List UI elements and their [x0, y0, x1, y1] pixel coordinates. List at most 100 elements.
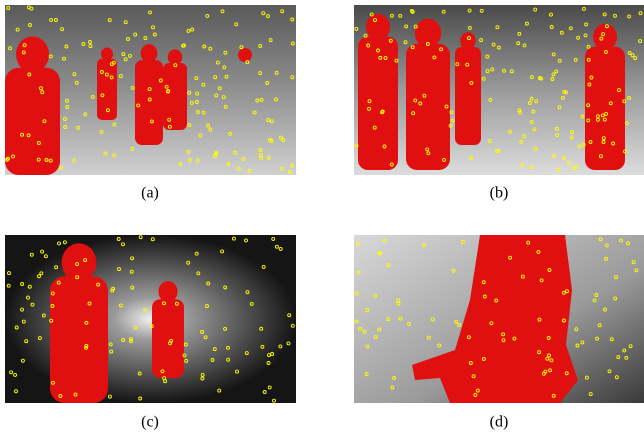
feature-point [584, 375, 589, 380]
feature-point [220, 9, 225, 14]
feature-point [274, 70, 279, 75]
feature-point [278, 246, 283, 251]
feature-point [42, 119, 47, 124]
feature-point [272, 398, 276, 403]
feature-point [81, 42, 86, 46]
feature-point [598, 237, 603, 242]
feature-point [266, 155, 271, 160]
feature-point [76, 125, 81, 130]
feature-point [20, 358, 25, 363]
feature-point [29, 252, 34, 257]
feature-point [589, 75, 594, 80]
feature-point [473, 393, 478, 397]
feature-point [99, 129, 104, 134]
feature-point [533, 7, 538, 12]
feature-point [36, 141, 41, 145]
feature-point [247, 169, 252, 173]
feature-point [557, 105, 562, 110]
feature-point [386, 263, 391, 268]
feature-point [358, 326, 363, 331]
feature-point [22, 43, 27, 48]
feature-point [84, 345, 88, 350]
feature-point [24, 339, 29, 344]
feature-point [262, 390, 267, 394]
feature-point [236, 166, 241, 171]
feature-point [226, 345, 230, 350]
feature-point [51, 380, 55, 385]
feature-point [59, 165, 63, 170]
feature-point [430, 317, 435, 322]
feature-point [377, 327, 382, 332]
feature-point [628, 344, 633, 349]
feature-point [152, 32, 157, 37]
feature-point [570, 130, 574, 135]
feature-point [396, 301, 401, 306]
feature-point [123, 57, 128, 62]
feature-point [550, 77, 555, 81]
feature-point [491, 42, 496, 47]
feature-point [167, 117, 172, 122]
feature-point [517, 31, 522, 36]
feature-point [448, 123, 453, 128]
feature-point [599, 36, 604, 41]
feature-point [627, 51, 632, 55]
feature-point [36, 157, 41, 162]
feature-point [21, 319, 26, 324]
feature-point [426, 335, 431, 340]
feature-point [394, 58, 399, 63]
feature-point [20, 132, 24, 137]
feature-point [547, 353, 551, 358]
feature-point [200, 376, 205, 381]
feature-point [245, 290, 250, 295]
feature-point [206, 281, 211, 286]
feature-point [450, 118, 455, 123]
feature-point [581, 6, 586, 11]
feature-point [21, 50, 26, 55]
feature-point [422, 93, 427, 98]
feature-point [494, 298, 499, 303]
feature-point [226, 357, 231, 362]
feature-point [485, 69, 490, 74]
feature-point [53, 18, 58, 22]
feature-point [512, 336, 517, 341]
feature-point [72, 72, 77, 77]
feature-point [73, 392, 78, 397]
feature-points [5, 5, 643, 403]
caption: (a) [141, 185, 159, 202]
feature-point [481, 280, 486, 285]
feature-point [259, 97, 264, 102]
feature-point [449, 110, 454, 115]
person-mask [167, 49, 183, 66]
feature-point [451, 268, 456, 273]
feature-point [604, 24, 609, 29]
feature-point [128, 53, 132, 58]
feature-point [566, 160, 571, 165]
feature-point [54, 265, 59, 270]
feature-point [495, 25, 500, 30]
feature-point [439, 47, 444, 52]
feature-point [111, 286, 116, 291]
feature-point [138, 396, 143, 401]
feature-point [258, 44, 263, 48]
feature-point [517, 108, 522, 113]
feature-point [551, 393, 556, 398]
feature-point [29, 6, 34, 11]
feature-point [564, 371, 569, 376]
feature-point [481, 357, 486, 361]
feature-point [189, 100, 194, 105]
feature-point [609, 337, 614, 342]
caption: (d) [490, 414, 509, 431]
person-mask [140, 44, 158, 63]
feature-point [287, 170, 292, 174]
feature-point [569, 135, 574, 140]
feature-point [75, 262, 79, 267]
feature-point [442, 157, 446, 162]
feature-point [37, 336, 42, 341]
feature-point [103, 151, 108, 156]
feature-point [355, 241, 360, 246]
feature-point [48, 54, 53, 59]
feature-point [195, 91, 200, 96]
feature-point [623, 149, 627, 154]
feature-point [594, 293, 599, 297]
person-mask [50, 276, 108, 403]
